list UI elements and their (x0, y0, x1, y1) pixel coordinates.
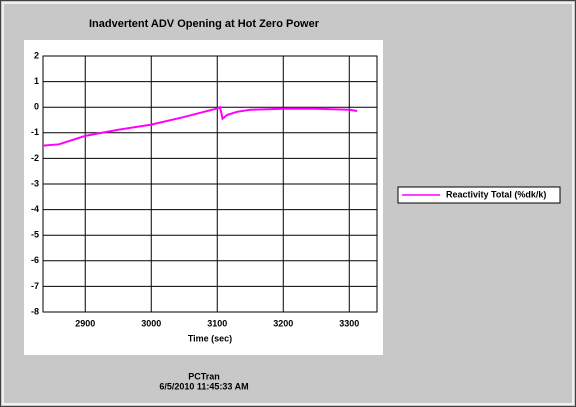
x-tick-label: 3100 (207, 318, 227, 328)
x-axis-label: Time (sec) (188, 333, 232, 343)
y-tick-label: -1 (31, 127, 39, 137)
y-tick-label: 0 (34, 102, 39, 112)
legend-box (397, 186, 561, 204)
x-tick-label: 2900 (75, 318, 95, 328)
y-tick-label: 1 (34, 76, 39, 86)
y-tick-label: -8 (31, 306, 39, 316)
footer-date: 6/5/2010 11:45:33 AM (159, 381, 248, 391)
y-tick-label: -3 (31, 178, 39, 188)
x-tick-label: 3000 (141, 318, 161, 328)
plot-border (42, 55, 378, 313)
y-tick-label: -5 (31, 230, 39, 240)
x-tick-label: 3200 (273, 318, 293, 328)
y-tick-label: -7 (31, 281, 39, 291)
footer-text: PCTran (188, 371, 220, 381)
y-tick-label: -6 (31, 255, 39, 265)
plot-panel (24, 40, 383, 355)
y-tick-label: -4 (31, 204, 39, 214)
y-tick-label: -2 (31, 153, 39, 163)
legend-label: Reactivity Total (%dk/k) (446, 189, 546, 199)
chart-title: Inadvertent ADV Opening at Hot Zero Powe… (89, 18, 320, 30)
data-line (42, 105, 358, 147)
x-tick-label: 3300 (339, 318, 359, 328)
y-tick-label: 2 (34, 50, 39, 60)
